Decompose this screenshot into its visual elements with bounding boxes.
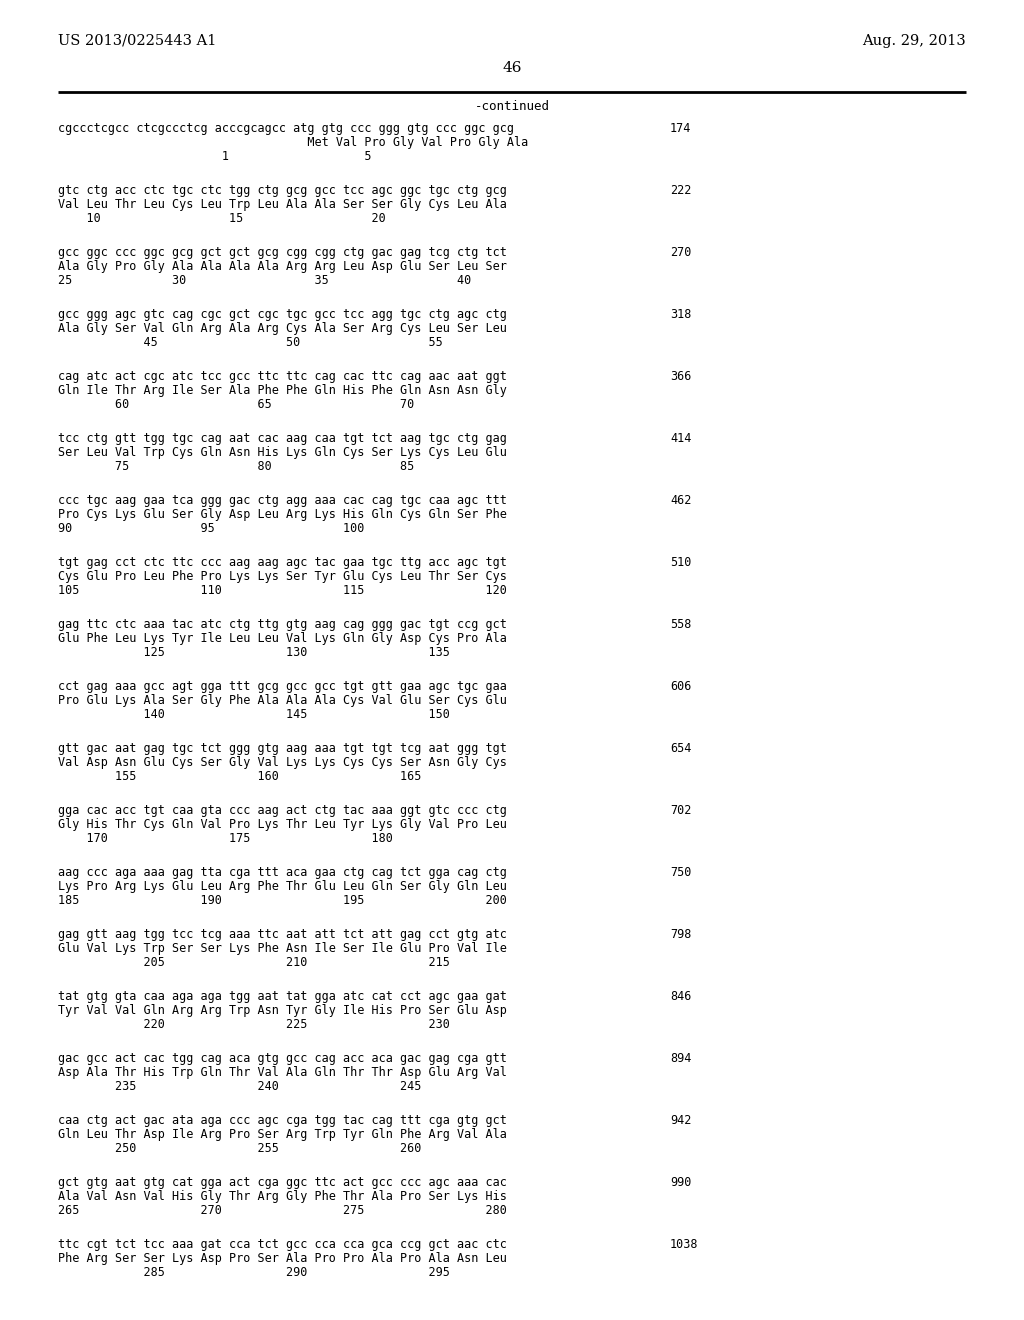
Text: Ala Val Asn Val His Gly Thr Arg Gly Phe Thr Ala Pro Ser Lys His: Ala Val Asn Val His Gly Thr Arg Gly Phe …: [58, 1191, 507, 1203]
Text: 366: 366: [670, 370, 691, 383]
Text: gga cac acc tgt caa gta ccc aag act ctg tac aaa ggt gtc ccc ctg: gga cac acc tgt caa gta ccc aag act ctg …: [58, 804, 507, 817]
Text: gag gtt aag tgg tcc tcg aaa ttc aat att tct att gag cct gtg atc: gag gtt aag tgg tcc tcg aaa ttc aat att …: [58, 928, 507, 941]
Text: tgt gag cct ctc ttc ccc aag aag agc tac gaa tgc ttg acc agc tgt: tgt gag cct ctc ttc ccc aag aag agc tac …: [58, 556, 507, 569]
Text: Gln Ile Thr Arg Ile Ser Ala Phe Phe Gln His Phe Gln Asn Asn Gly: Gln Ile Thr Arg Ile Ser Ala Phe Phe Gln …: [58, 384, 507, 397]
Text: Tyr Val Val Gln Arg Arg Trp Asn Tyr Gly Ile His Pro Ser Glu Asp: Tyr Val Val Gln Arg Arg Trp Asn Tyr Gly …: [58, 1005, 507, 1016]
Text: 990: 990: [670, 1176, 691, 1189]
Text: 285                 290                 295: 285 290 295: [58, 1266, 450, 1279]
Text: gtc ctg acc ctc tgc ctc tgg ctg gcg gcc tcc agc ggc tgc ctg gcg: gtc ctg acc ctc tgc ctc tgg ctg gcg gcc …: [58, 183, 507, 197]
Text: 155                 160                 165: 155 160 165: [58, 770, 421, 783]
Text: 10                  15                  20: 10 15 20: [58, 213, 386, 224]
Text: cgccctcgcc ctcgccctcg acccgcagcc atg gtg ccc ggg gtg ccc ggc gcg: cgccctcgcc ctcgccctcg acccgcagcc atg gtg…: [58, 121, 514, 135]
Text: gct gtg aat gtg cat gga act cga ggc ttc act gcc ccc agc aaa cac: gct gtg aat gtg cat gga act cga ggc ttc …: [58, 1176, 507, 1189]
Text: Gly His Thr Cys Gln Val Pro Lys Thr Leu Tyr Lys Gly Val Pro Leu: Gly His Thr Cys Gln Val Pro Lys Thr Leu …: [58, 818, 507, 832]
Text: Pro Cys Lys Glu Ser Gly Asp Leu Arg Lys His Gln Cys Gln Ser Phe: Pro Cys Lys Glu Ser Gly Asp Leu Arg Lys …: [58, 508, 507, 521]
Text: Val Asp Asn Glu Cys Ser Gly Val Lys Lys Cys Cys Ser Asn Gly Cys: Val Asp Asn Glu Cys Ser Gly Val Lys Lys …: [58, 756, 507, 770]
Text: 942: 942: [670, 1114, 691, 1127]
Text: 46: 46: [502, 61, 522, 75]
Text: US 2013/0225443 A1: US 2013/0225443 A1: [58, 34, 216, 48]
Text: aag ccc aga aaa gag tta cga ttt aca gaa ctg cag tct gga cag ctg: aag ccc aga aaa gag tta cga ttt aca gaa …: [58, 866, 507, 879]
Text: 414: 414: [670, 432, 691, 445]
Text: 125                 130                 135: 125 130 135: [58, 645, 450, 659]
Text: 462: 462: [670, 494, 691, 507]
Text: Phe Arg Ser Ser Lys Asp Pro Ser Ala Pro Pro Ala Pro Ala Asn Leu: Phe Arg Ser Ser Lys Asp Pro Ser Ala Pro …: [58, 1251, 507, 1265]
Text: 25              30                  35                  40: 25 30 35 40: [58, 275, 471, 286]
Text: 222: 222: [670, 183, 691, 197]
Text: 606: 606: [670, 680, 691, 693]
Text: tat gtg gta caa aga aga tgg aat tat gga atc cat cct agc gaa gat: tat gtg gta caa aga aga tgg aat tat gga …: [58, 990, 507, 1003]
Text: Asp Ala Thr His Trp Gln Thr Val Ala Gln Thr Thr Asp Glu Arg Val: Asp Ala Thr His Trp Gln Thr Val Ala Gln …: [58, 1067, 507, 1078]
Text: -continued: -continued: [474, 100, 550, 114]
Text: cct gag aaa gcc agt gga ttt gcg gcc gcc tgt gtt gaa agc tgc gaa: cct gag aaa gcc agt gga ttt gcg gcc gcc …: [58, 680, 507, 693]
Text: 60                  65                  70: 60 65 70: [58, 399, 415, 411]
Text: 45                  50                  55: 45 50 55: [58, 337, 442, 348]
Text: Ala Gly Pro Gly Ala Ala Ala Ala Arg Arg Leu Asp Glu Ser Leu Ser: Ala Gly Pro Gly Ala Ala Ala Ala Arg Arg …: [58, 260, 507, 273]
Text: Glu Phe Leu Lys Tyr Ile Leu Leu Val Lys Gln Gly Asp Cys Pro Ala: Glu Phe Leu Lys Tyr Ile Leu Leu Val Lys …: [58, 632, 507, 645]
Text: 90                  95                  100: 90 95 100: [58, 521, 365, 535]
Text: 702: 702: [670, 804, 691, 817]
Text: Glu Val Lys Trp Ser Ser Lys Phe Asn Ile Ser Ile Glu Pro Val Ile: Glu Val Lys Trp Ser Ser Lys Phe Asn Ile …: [58, 942, 507, 954]
Text: 205                 210                 215: 205 210 215: [58, 956, 450, 969]
Text: 220                 225                 230: 220 225 230: [58, 1018, 450, 1031]
Text: 170                 175                 180: 170 175 180: [58, 832, 393, 845]
Text: ccc tgc aag gaa tca ggg gac ctg agg aaa cac cag tgc caa agc ttt: ccc tgc aag gaa tca ggg gac ctg agg aaa …: [58, 494, 507, 507]
Text: 185                 190                 195                 200: 185 190 195 200: [58, 894, 507, 907]
Text: Cys Glu Pro Leu Phe Pro Lys Lys Ser Tyr Glu Cys Leu Thr Ser Cys: Cys Glu Pro Leu Phe Pro Lys Lys Ser Tyr …: [58, 570, 507, 583]
Text: 235                 240                 245: 235 240 245: [58, 1080, 421, 1093]
Text: 798: 798: [670, 928, 691, 941]
Text: Pro Glu Lys Ala Ser Gly Phe Ala Ala Ala Cys Val Glu Ser Cys Glu: Pro Glu Lys Ala Ser Gly Phe Ala Ala Ala …: [58, 694, 507, 708]
Text: 558: 558: [670, 618, 691, 631]
Text: 250                 255                 260: 250 255 260: [58, 1142, 421, 1155]
Text: gac gcc act cac tgg cag aca gtg gcc cag acc aca gac gag cga gtt: gac gcc act cac tgg cag aca gtg gcc cag …: [58, 1052, 507, 1065]
Text: gtt gac aat gag tgc tct ggg gtg aag aaa tgt tgt tcg aat ggg tgt: gtt gac aat gag tgc tct ggg gtg aag aaa …: [58, 742, 507, 755]
Text: 510: 510: [670, 556, 691, 569]
Text: Ala Gly Ser Val Gln Arg Ala Arg Cys Ala Ser Arg Cys Leu Ser Leu: Ala Gly Ser Val Gln Arg Ala Arg Cys Ala …: [58, 322, 507, 335]
Text: Gln Leu Thr Asp Ile Arg Pro Ser Arg Trp Tyr Gln Phe Arg Val Ala: Gln Leu Thr Asp Ile Arg Pro Ser Arg Trp …: [58, 1129, 507, 1140]
Text: 894: 894: [670, 1052, 691, 1065]
Text: 750: 750: [670, 866, 691, 879]
Text: 1                   5: 1 5: [58, 150, 372, 162]
Text: 75                  80                  85: 75 80 85: [58, 459, 415, 473]
Text: Met Val Pro Gly Val Pro Gly Ala: Met Val Pro Gly Val Pro Gly Ala: [58, 136, 528, 149]
Text: cag atc act cgc atc tcc gcc ttc ttc cag cac ttc cag aac aat ggt: cag atc act cgc atc tcc gcc ttc ttc cag …: [58, 370, 507, 383]
Text: 105                 110                 115                 120: 105 110 115 120: [58, 583, 507, 597]
Text: tcc ctg gtt tgg tgc cag aat cac aag caa tgt tct aag tgc ctg gag: tcc ctg gtt tgg tgc cag aat cac aag caa …: [58, 432, 507, 445]
Text: gag ttc ctc aaa tac atc ctg ttg gtg aag cag ggg gac tgt ccg gct: gag ttc ctc aaa tac atc ctg ttg gtg aag …: [58, 618, 507, 631]
Text: 846: 846: [670, 990, 691, 1003]
Text: 654: 654: [670, 742, 691, 755]
Text: 270: 270: [670, 246, 691, 259]
Text: 140                 145                 150: 140 145 150: [58, 708, 450, 721]
Text: ttc cgt tct tcc aaa gat cca tct gcc cca cca gca ccg gct aac ctc: ttc cgt tct tcc aaa gat cca tct gcc cca …: [58, 1238, 507, 1251]
Text: Lys Pro Arg Lys Glu Leu Arg Phe Thr Glu Leu Gln Ser Gly Gln Leu: Lys Pro Arg Lys Glu Leu Arg Phe Thr Glu …: [58, 880, 507, 894]
Text: gcc ggc ccc ggc gcg gct gct gcg cgg cgg ctg gac gag tcg ctg tct: gcc ggc ccc ggc gcg gct gct gcg cgg cgg …: [58, 246, 507, 259]
Text: Val Leu Thr Leu Cys Leu Trp Leu Ala Ala Ser Ser Gly Cys Leu Ala: Val Leu Thr Leu Cys Leu Trp Leu Ala Ala …: [58, 198, 507, 211]
Text: Ser Leu Val Trp Cys Gln Asn His Lys Gln Cys Ser Lys Cys Leu Glu: Ser Leu Val Trp Cys Gln Asn His Lys Gln …: [58, 446, 507, 459]
Text: 174: 174: [670, 121, 691, 135]
Text: gcc ggg agc gtc cag cgc gct cgc tgc gcc tcc agg tgc ctg agc ctg: gcc ggg agc gtc cag cgc gct cgc tgc gcc …: [58, 308, 507, 321]
Text: 265                 270                 275                 280: 265 270 275 280: [58, 1204, 507, 1217]
Text: caa ctg act gac ata aga ccc agc cga tgg tac cag ttt cga gtg gct: caa ctg act gac ata aga ccc agc cga tgg …: [58, 1114, 507, 1127]
Text: 1038: 1038: [670, 1238, 698, 1251]
Text: Aug. 29, 2013: Aug. 29, 2013: [862, 34, 966, 48]
Text: 318: 318: [670, 308, 691, 321]
